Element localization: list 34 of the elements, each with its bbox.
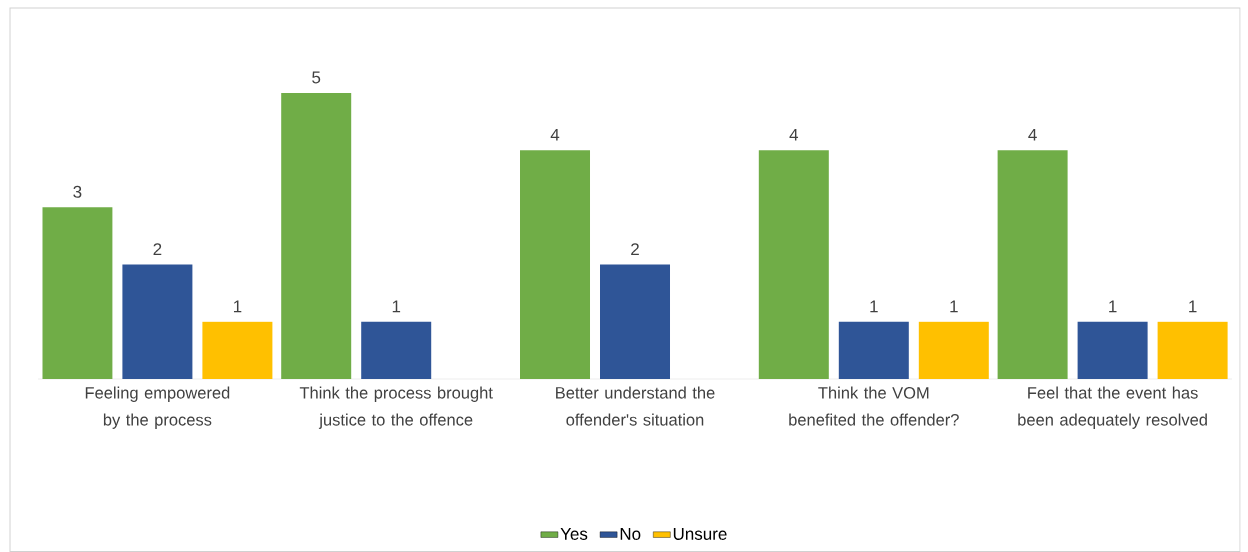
x-tick-label: Think the VOM benefited the offender? xyxy=(789,386,959,426)
data-label: 2 xyxy=(631,243,639,256)
bar xyxy=(1077,321,1148,379)
bar xyxy=(42,207,113,379)
x-tick-label: Feel that the event has been adequately resolved xyxy=(1018,386,1207,429)
data-label: 1 xyxy=(1109,300,1117,313)
bar xyxy=(997,150,1068,379)
data-label: 1 xyxy=(950,300,958,313)
data-label: 1 xyxy=(870,300,878,313)
data-label: 2 xyxy=(153,243,162,256)
legend-label: No xyxy=(620,528,641,540)
data-label: 3 xyxy=(73,185,82,198)
bar xyxy=(600,264,671,379)
legend-label: Yes xyxy=(560,528,588,540)
bar xyxy=(361,321,432,379)
bar xyxy=(202,321,273,379)
bar xyxy=(758,150,829,379)
bar xyxy=(281,92,352,379)
bar xyxy=(122,264,193,379)
bar xyxy=(838,321,909,379)
x-tick-label: Better understand the offender's situation xyxy=(556,386,715,426)
legend-label: Unsure xyxy=(673,528,727,540)
data-label: 1 xyxy=(233,300,242,313)
x-tick-label: Feeling empowered by the process xyxy=(85,386,230,429)
data-label: 4 xyxy=(1028,128,1037,141)
data-label: 1 xyxy=(1189,300,1197,313)
data-label: 4 xyxy=(789,128,799,141)
bar xyxy=(1157,321,1228,379)
data-label: 1 xyxy=(392,300,401,313)
bar xyxy=(520,150,591,379)
bar xyxy=(918,321,989,379)
data-label: 4 xyxy=(550,128,560,141)
data-label: 5 xyxy=(312,71,321,84)
x-tick-label: Think the process brought justice to the offence xyxy=(299,386,493,429)
